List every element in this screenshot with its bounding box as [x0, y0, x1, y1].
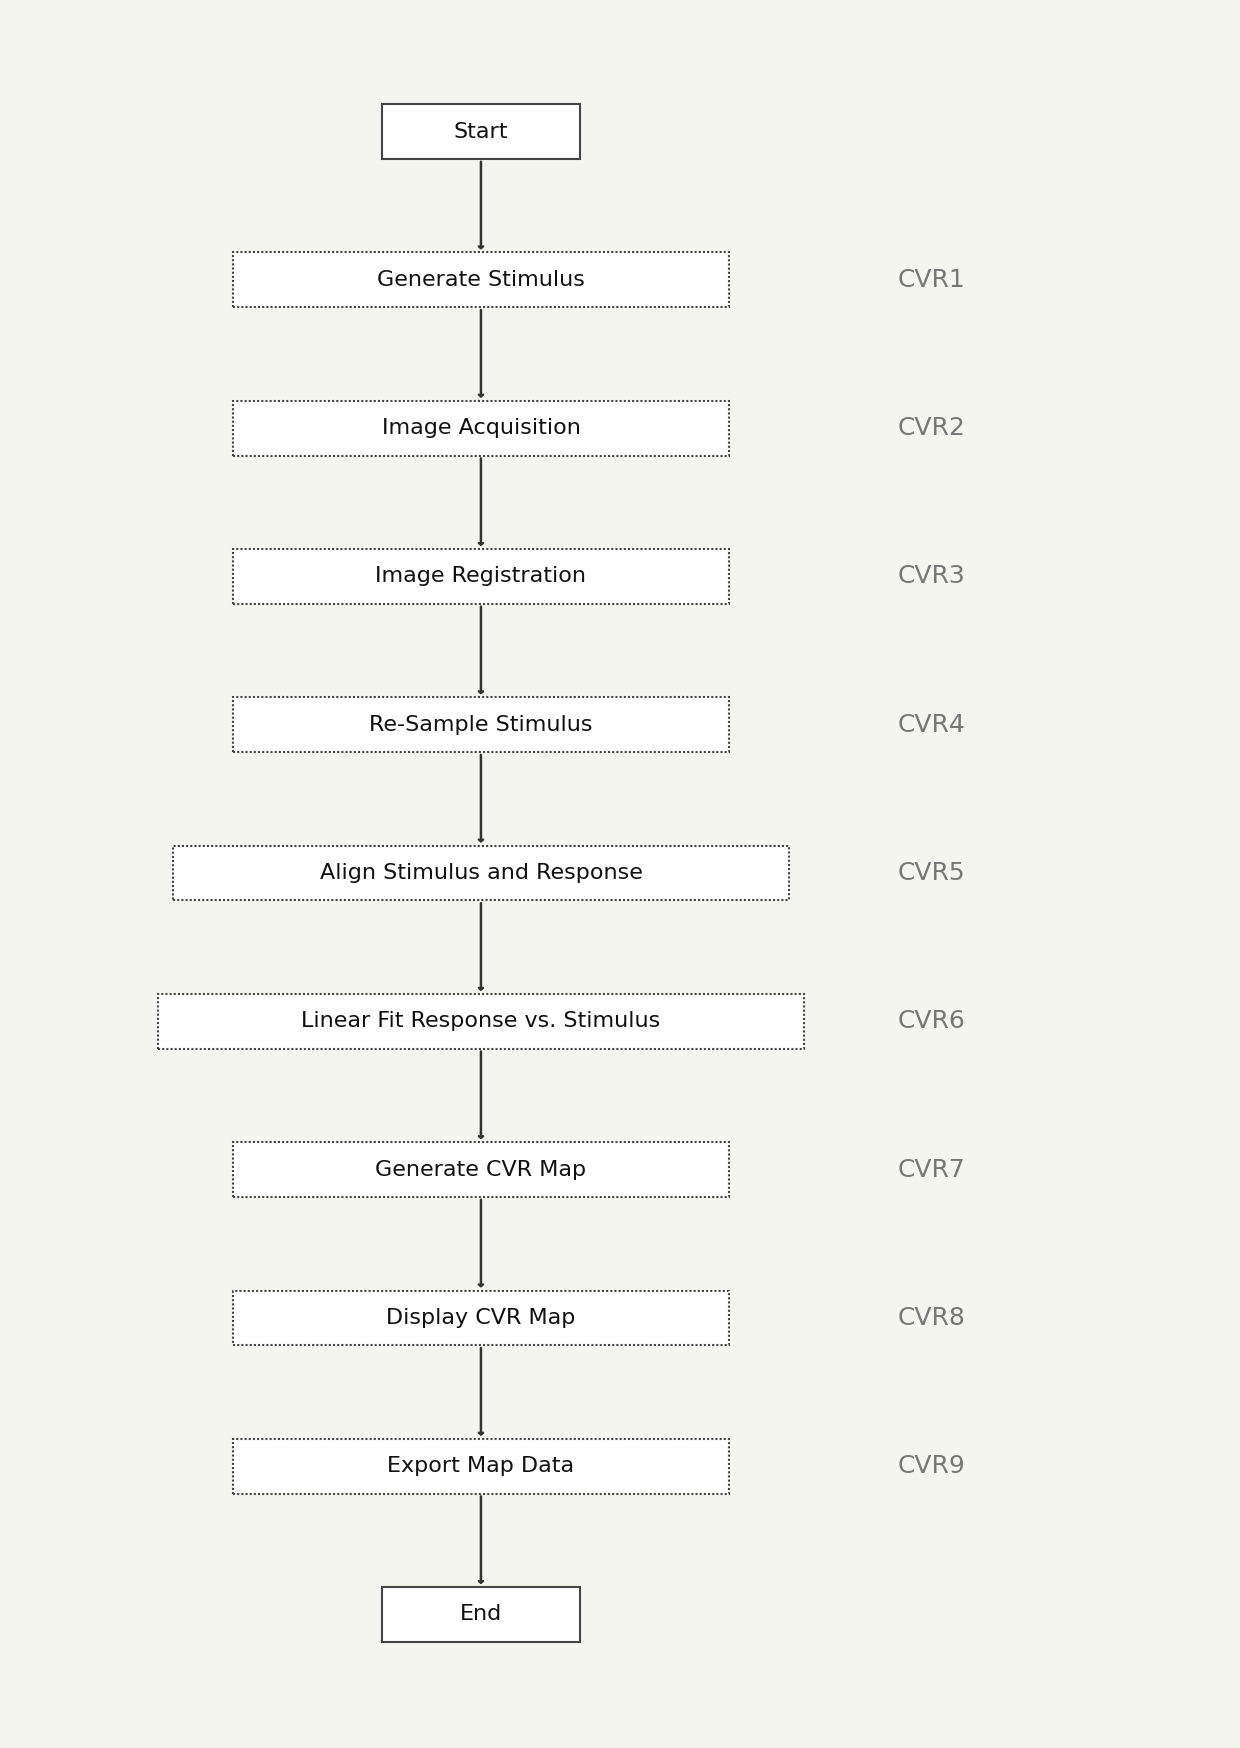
Text: CVR9: CVR9 — [898, 1454, 966, 1479]
FancyBboxPatch shape — [382, 105, 580, 159]
FancyBboxPatch shape — [233, 1290, 729, 1346]
Text: Start: Start — [454, 122, 508, 142]
FancyBboxPatch shape — [382, 1587, 580, 1641]
FancyBboxPatch shape — [233, 252, 729, 308]
Text: CVR1: CVR1 — [898, 267, 966, 292]
FancyBboxPatch shape — [233, 549, 729, 603]
Text: CVR8: CVR8 — [898, 1306, 966, 1330]
FancyBboxPatch shape — [159, 995, 804, 1049]
Text: Export Map Data: Export Map Data — [387, 1456, 574, 1475]
FancyBboxPatch shape — [174, 846, 789, 900]
Text: CVR3: CVR3 — [898, 565, 966, 589]
Text: Generate CVR Map: Generate CVR Map — [376, 1159, 587, 1180]
Text: Align Stimulus and Response: Align Stimulus and Response — [320, 864, 642, 883]
Text: Generate Stimulus: Generate Stimulus — [377, 269, 585, 290]
Text: End: End — [460, 1605, 502, 1624]
Text: CVR2: CVR2 — [898, 416, 966, 440]
Text: Image Registration: Image Registration — [376, 566, 587, 586]
Text: CVR6: CVR6 — [898, 1009, 966, 1033]
FancyBboxPatch shape — [233, 1141, 729, 1197]
Text: CVR5: CVR5 — [898, 862, 966, 884]
Text: Display CVR Map: Display CVR Map — [386, 1308, 575, 1328]
FancyBboxPatch shape — [233, 1439, 729, 1493]
Text: Re-Sample Stimulus: Re-Sample Stimulus — [370, 715, 593, 734]
Text: Linear Fit Response vs. Stimulus: Linear Fit Response vs. Stimulus — [301, 1012, 661, 1031]
Text: CVR4: CVR4 — [898, 713, 966, 736]
Text: Image Acquisition: Image Acquisition — [382, 418, 580, 439]
FancyBboxPatch shape — [233, 400, 729, 456]
FancyBboxPatch shape — [233, 697, 729, 752]
Text: CVR7: CVR7 — [898, 1157, 966, 1182]
